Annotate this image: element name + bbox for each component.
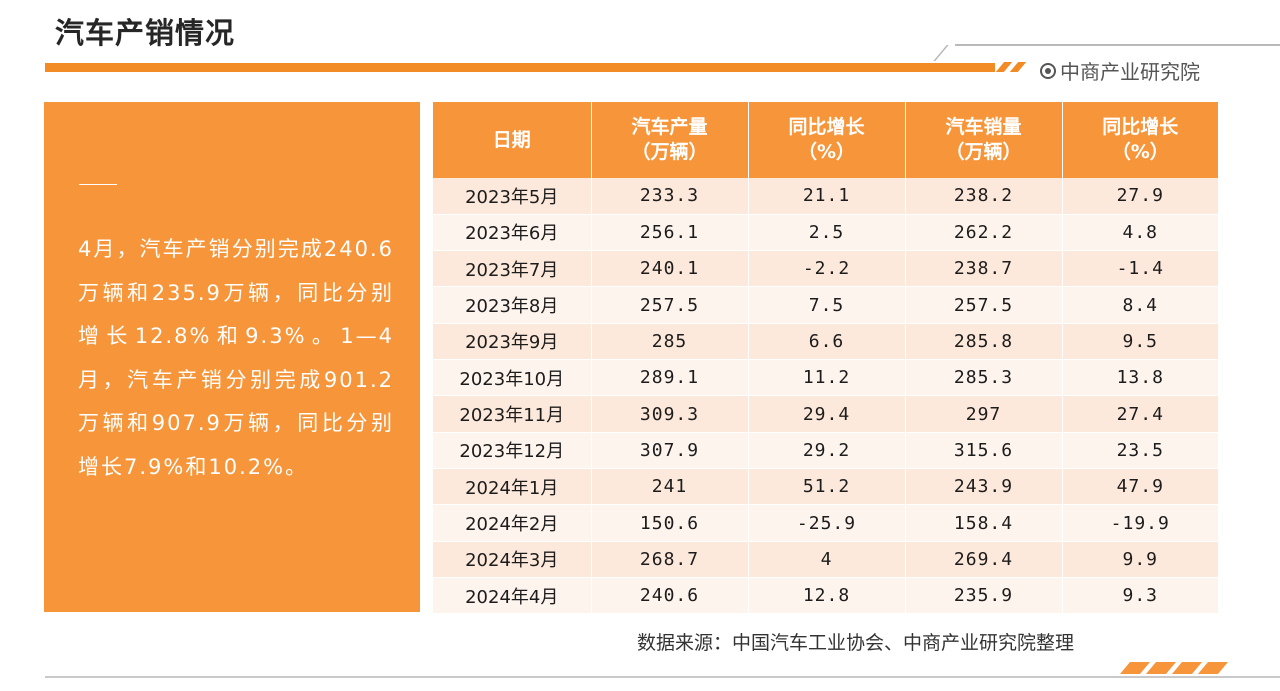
cell-production-yoy: 12.8 — [748, 577, 906, 615]
summary-divider — [79, 184, 117, 185]
cell-production-yoy: -2.2 — [748, 250, 906, 288]
cell-date: 2024年3月 — [433, 541, 592, 579]
table-row: 2023年10月 289.1 11.2 285.3 13.8 — [433, 359, 1218, 397]
cell-sales-yoy: 4.8 — [1062, 214, 1218, 252]
cell-sales: 238.7 — [905, 250, 1063, 288]
cell-date: 2024年4月 — [433, 577, 592, 615]
cell-production-yoy: 29.4 — [748, 395, 906, 433]
cell-sales: 269.4 — [905, 541, 1063, 579]
cell-production: 307.9 — [591, 432, 749, 470]
table-row: 2024年4月 240.6 12.8 235.9 9.3 — [433, 577, 1218, 615]
cell-sales-yoy: 9.9 — [1062, 541, 1218, 579]
table-row: 2023年12月 307.9 29.2 315.6 23.5 — [433, 432, 1218, 470]
cell-production: 285 — [591, 323, 749, 361]
cell-production: 150.6 — [591, 504, 749, 542]
table-row: 2023年6月 256.1 2.5 262.2 4.8 — [433, 214, 1218, 252]
cell-sales: 285.8 — [905, 323, 1063, 361]
cell-date: 2023年5月 — [433, 178, 592, 215]
production-sales-table: 日期 汽车产量 （万辆） 同比增长 （%） 汽车销量 （万辆） 同比增长 （%） 202… — [433, 102, 1218, 615]
cell-sales-yoy: 13.8 — [1062, 359, 1218, 397]
brand-circle-icon — [1040, 62, 1056, 79]
cell-sales-yoy: 47.9 — [1062, 468, 1218, 506]
cell-sales-yoy: 9.5 — [1062, 323, 1218, 361]
cell-date: 2023年7月 — [433, 250, 592, 288]
cell-sales: 158.4 — [905, 504, 1063, 542]
cell-production: 289.1 — [591, 359, 749, 397]
table-row: 2023年5月 233.3 21.1 238.2 27.9 — [433, 178, 1218, 215]
cell-date: 2023年6月 — [433, 214, 592, 252]
header-orange-rule — [45, 63, 995, 72]
footer-rule — [45, 676, 1280, 678]
table-row: 2023年11月 309.3 29.4 297 27.4 — [433, 395, 1218, 433]
header-production: 汽车产量 （万辆） — [591, 102, 749, 178]
cell-sales-yoy: -1.4 — [1062, 250, 1218, 288]
table-row: 2024年2月 150.6 -25.9 158.4 -19.9 — [433, 504, 1218, 542]
cell-sales-yoy: 8.4 — [1062, 286, 1218, 324]
summary-text: 4月，汽车产销分别完成240.6万辆和235.9万辆，同比分别增长12.8%和9… — [78, 237, 394, 479]
cell-date: 2023年11月 — [433, 395, 592, 433]
table-row: 2024年1月 241 51.2 243.9 47.9 — [433, 468, 1218, 506]
cell-sales: 262.2 — [905, 214, 1063, 252]
table-row: 2023年8月 257.5 7.5 257.5 8.4 — [433, 286, 1218, 324]
cell-production-yoy: 29.2 — [748, 432, 906, 470]
cell-sales-yoy: -19.9 — [1062, 504, 1218, 542]
cell-sales: 315.6 — [905, 432, 1063, 470]
table-row: 2023年7月 240.1 -2.2 238.7 -1.4 — [433, 250, 1218, 288]
cell-sales-yoy: 27.9 — [1062, 178, 1218, 215]
cell-production-yoy: 7.5 — [748, 286, 906, 324]
cell-production: 241 — [591, 468, 749, 506]
cell-date: 2023年10月 — [433, 359, 592, 397]
table-header-row: 日期 汽车产量 （万辆） 同比增长 （%） 汽车销量 （万辆） 同比增长 （%） — [433, 102, 1218, 178]
cell-date: 2023年8月 — [433, 286, 592, 324]
cell-date: 2024年1月 — [433, 468, 592, 506]
cell-production: 309.3 — [591, 395, 749, 433]
table-row: 2024年3月 268.7 4 269.4 9.9 — [433, 541, 1218, 579]
cell-production-yoy: 21.1 — [748, 178, 906, 215]
table-row: 2023年9月 285 6.6 285.8 9.5 — [433, 323, 1218, 361]
brand-logo: 中商产业研究院 — [1040, 56, 1200, 85]
header-sales: 汽车销量 （万辆） — [905, 102, 1063, 178]
cell-production-yoy: 4 — [748, 541, 906, 579]
data-source-note: 数据来源：中国汽车工业协会、中商产业研究院整理 — [637, 632, 1075, 654]
cell-production: 240.6 — [591, 577, 749, 615]
cell-sales-yoy: 9.3 — [1062, 577, 1218, 615]
cell-production: 240.1 — [591, 250, 749, 288]
cell-production: 257.5 — [591, 286, 749, 324]
cell-sales: 243.9 — [905, 468, 1063, 506]
cell-sales: 257.5 — [905, 286, 1063, 324]
cell-date: 2024年2月 — [433, 504, 592, 542]
cell-sales-yoy: 23.5 — [1062, 432, 1218, 470]
cell-date: 2023年9月 — [433, 323, 592, 361]
header-sales-yoy: 同比增长 （%） — [1062, 102, 1218, 178]
brand-name: 中商产业研究院 — [1060, 60, 1200, 84]
cell-production-yoy: 11.2 — [748, 359, 906, 397]
cell-production-yoy: 51.2 — [748, 468, 906, 506]
cell-sales-yoy: 27.4 — [1062, 395, 1218, 433]
summary-panel: 4月，汽车产销分别完成240.6万辆和235.9万辆，同比分别增长12.8%和9… — [44, 102, 420, 612]
header-production-yoy: 同比增长 （%） — [748, 102, 906, 178]
header-date: 日期 — [433, 102, 592, 178]
page-title: 汽车产销情况 — [55, 16, 236, 50]
cell-production-yoy: 6.6 — [748, 323, 906, 361]
cell-date: 2023年12月 — [433, 432, 592, 470]
cell-sales: 238.2 — [905, 178, 1063, 215]
cell-sales: 285.3 — [905, 359, 1063, 397]
cell-sales: 297 — [905, 395, 1063, 433]
cell-production-yoy: 2.5 — [748, 214, 906, 252]
cell-production: 268.7 — [591, 541, 749, 579]
header-gray-rule-slant — [933, 45, 949, 61]
cell-production: 233.3 — [591, 178, 749, 215]
cell-sales: 235.9 — [905, 577, 1063, 615]
cell-production: 256.1 — [591, 214, 749, 252]
header-gray-rule — [955, 44, 1280, 46]
cell-production-yoy: -25.9 — [748, 504, 906, 542]
